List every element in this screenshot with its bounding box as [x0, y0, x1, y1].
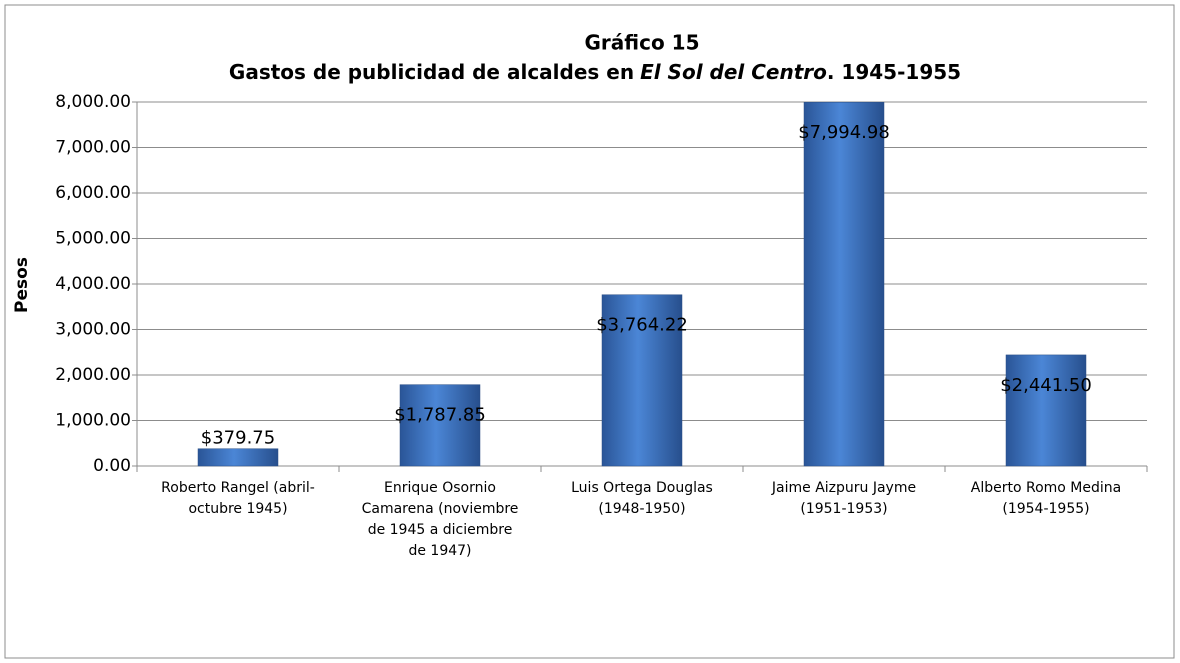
x-tick-label: (1954-1955)	[1002, 501, 1089, 517]
subtitle-part: . 1945-1955	[827, 60, 961, 84]
y-tick-label: 5,000.00	[55, 229, 131, 249]
x-tick-label: de 1947)	[408, 543, 471, 559]
bar	[197, 448, 279, 467]
x-tick-label: octubre 1945)	[188, 501, 287, 517]
x-tick-label: Enrique Osornio	[384, 480, 496, 496]
y-tick-label: 6,000.00	[55, 183, 131, 203]
chart-title: Gráfico 15	[585, 31, 700, 55]
y-tick-label: 1,000.00	[55, 411, 131, 431]
x-tick-label: de 1945 a diciembre	[368, 522, 513, 538]
x-tick-label: (1948-1950)	[598, 501, 685, 517]
chart-border	[4, 4, 1175, 659]
bar	[399, 384, 481, 467]
subtitle-part: El Sol del Centro	[640, 60, 827, 84]
subtitle-part: Gastos de publicidad de alcaldes en	[229, 60, 634, 84]
data-label: $7,994.98	[798, 122, 890, 143]
y-tick-label: 2,000.00	[55, 365, 131, 385]
data-label: $3,764.22	[596, 315, 688, 336]
x-tick-label: Jaime Aizpuru Jayme	[771, 480, 916, 496]
bar	[1005, 354, 1087, 467]
y-tick-label: 7,000.00	[55, 138, 131, 158]
y-tick-label: 0.00	[93, 456, 131, 476]
x-tick-label: (1951-1953)	[800, 501, 887, 517]
bar	[803, 101, 885, 467]
bar	[601, 294, 683, 467]
data-label: $1,787.85	[394, 405, 486, 426]
x-tick-label: Camarena (noviembre	[362, 501, 519, 517]
x-tick-label: Roberto Rangel (abril-	[161, 480, 315, 496]
x-tick-label: Alberto Romo Medina	[971, 480, 1121, 496]
chart-subtitle: Gastos de publicidad de alcaldes en El So…	[229, 60, 961, 84]
y-tick-label: 8,000.00	[55, 92, 131, 112]
data-label: $379.75	[201, 428, 275, 449]
x-tick-label: Luis Ortega Douglas	[571, 480, 713, 496]
y-tick-label: 3,000.00	[55, 320, 131, 340]
y-axis-label: Pesos	[12, 257, 32, 313]
y-tick-label: 4,000.00	[55, 274, 131, 294]
data-label: $2,441.50	[1000, 375, 1092, 396]
